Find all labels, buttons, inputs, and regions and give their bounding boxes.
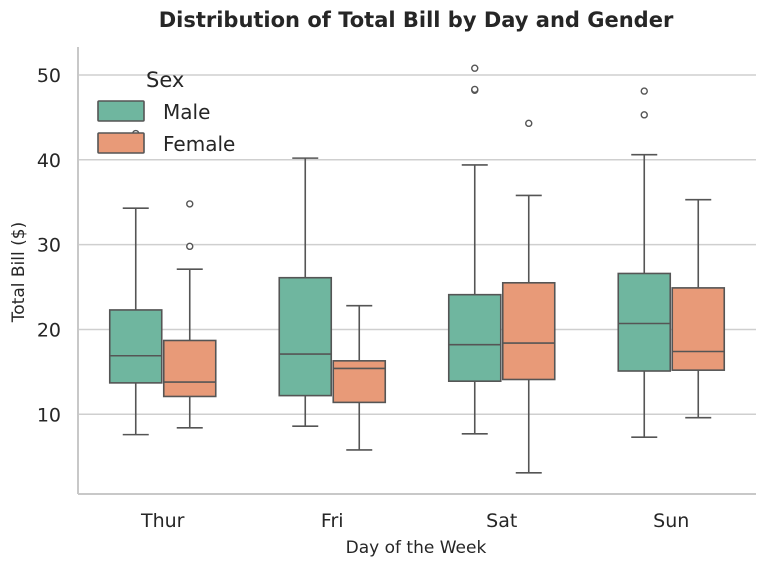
- outlier-female-sat-0: [525, 119, 533, 128]
- axes-layer: [77, 47, 756, 495]
- box-body-female-fri: [332, 360, 387, 404]
- box-male-sat: [447, 64, 502, 435]
- boxes-layer: [108, 64, 726, 474]
- y-tick-label-40: 40: [37, 150, 61, 172]
- y-axis-label: Total Bill ($): [9, 222, 29, 323]
- box-female-fri: [332, 304, 387, 451]
- box-male-sun: [617, 87, 672, 438]
- legend-swatch-male: [97, 100, 145, 122]
- y-tick-label-10: 10: [37, 404, 61, 426]
- ticks-layer: 10 20 30 40 50 Thur Fri Sat Sun: [37, 65, 690, 532]
- box-body-male-fri: [278, 276, 333, 397]
- x-tick-label-thur: Thur: [140, 510, 185, 532]
- chart-title: Distribution of Total Bill by Day and Ge…: [159, 8, 674, 32]
- box-female-sun: [671, 198, 726, 419]
- y-tick-label-50: 50: [37, 65, 61, 87]
- box-body-male-sun: [617, 272, 672, 372]
- legend-title: Sex: [146, 68, 184, 92]
- box-female-thur: [162, 200, 217, 429]
- legend-label-female: Female: [163, 132, 235, 156]
- outlier-male-sun-1: [640, 87, 648, 95]
- x-tick-label-sun: Sun: [653, 510, 689, 532]
- box-body-female-sun: [671, 287, 726, 371]
- box-body-male-thur: [108, 309, 163, 384]
- box-male-fri: [278, 157, 333, 427]
- legend-label-male: Male: [163, 100, 210, 124]
- y-tick-label-30: 30: [37, 235, 61, 257]
- x-axis-label: Day of the Week: [346, 538, 487, 558]
- outlier-male-sat-1: [471, 85, 479, 94]
- x-tick-label-fri: Fri: [321, 510, 344, 532]
- legend-swatch-female: [97, 132, 145, 154]
- legend: Sex Male Female: [97, 68, 235, 156]
- box-body-female-sat: [501, 281, 556, 381]
- box-body-female-thur: [162, 339, 217, 398]
- x-tick-label-sat: Sat: [486, 510, 517, 532]
- outlier-male-sat-2: [471, 64, 479, 72]
- box-body-male-sat: [447, 293, 502, 382]
- outlier-female-thur-0: [186, 242, 194, 251]
- outlier-female-thur-1: [186, 200, 194, 208]
- y-tick-label-20: 20: [37, 319, 61, 341]
- box-female-sat: [501, 119, 556, 474]
- box-male-thur: [108, 129, 163, 436]
- outlier-male-sun-0: [640, 111, 648, 119]
